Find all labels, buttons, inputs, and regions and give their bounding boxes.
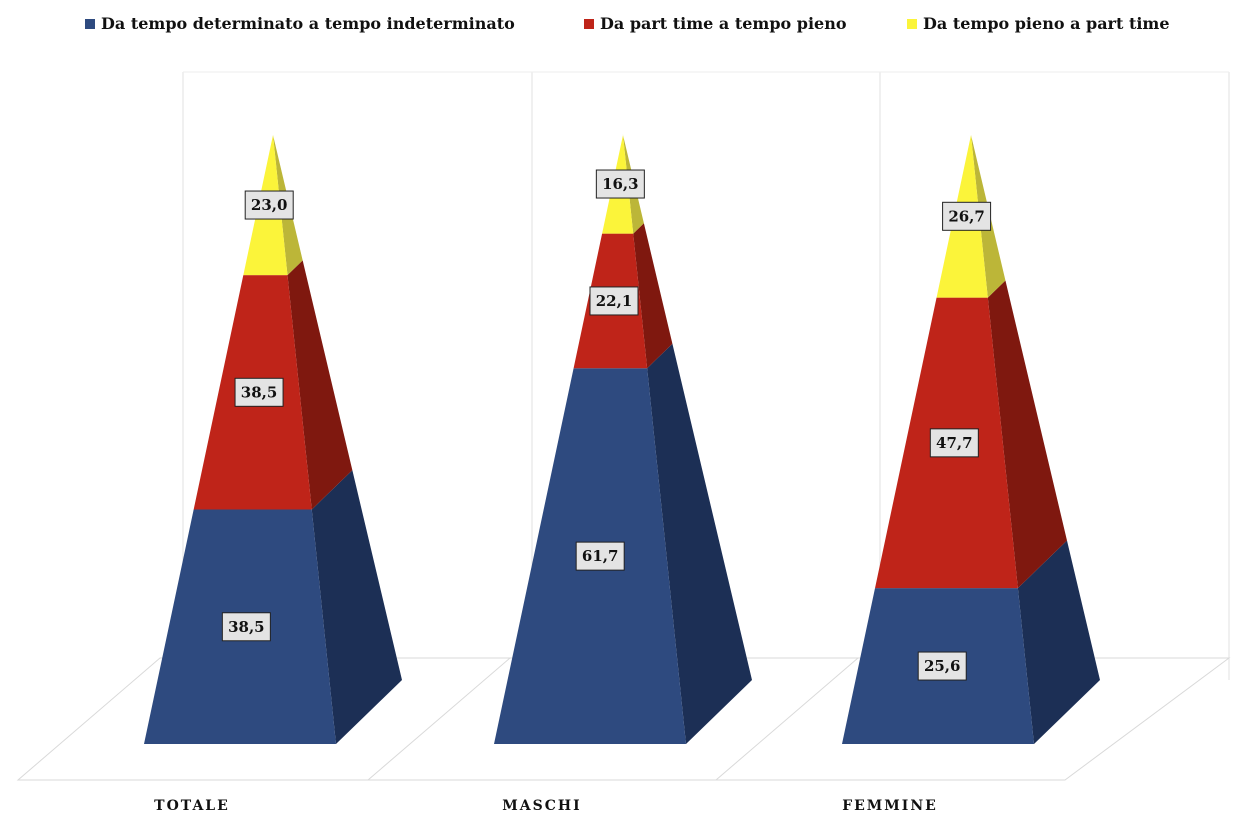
data-label: 47,7 (929, 428, 979, 458)
data-label: 16,3 (595, 169, 645, 199)
pyramid-side-segment (311, 470, 402, 744)
data-label-text: 16,3 (602, 175, 639, 193)
legend-label-series-1: Da tempo determinato a tempo indetermina… (101, 14, 515, 33)
data-label-text: 38,5 (228, 618, 265, 636)
legend-label-series-3: Da tempo pieno a part time (923, 14, 1170, 33)
floor-divider-line (715, 657, 859, 781)
pyramid-side-segment (1017, 540, 1100, 744)
data-label-box (917, 651, 967, 681)
data-label: 23,0 (244, 190, 294, 220)
data-label-box (244, 190, 294, 220)
data-label-box (942, 201, 992, 231)
data-label-box (595, 169, 645, 199)
legend-item-series-1: Da tempo determinato a tempo indetermina… (85, 14, 515, 33)
data-label-text: 47,7 (936, 434, 973, 452)
floor-divider-line (367, 657, 511, 781)
legend: Da tempo determinato a tempo indetermina… (0, 14, 1256, 44)
pyramid-side-segment (987, 280, 1067, 589)
legend-swatch-series-3 (907, 18, 917, 29)
data-label-text: 23,0 (251, 196, 288, 214)
data-label-box (929, 428, 979, 458)
pyramid-side-segment (647, 343, 752, 744)
data-label-text: 38,5 (241, 383, 278, 401)
legend-item-series-3: Da tempo pieno a part time (907, 14, 1170, 33)
data-label-box (575, 541, 625, 571)
chart-category-labels: TOTALE MASCHI FEMMINE (154, 798, 938, 814)
category-label: TOTALE (154, 798, 230, 814)
data-label: 38,5 (221, 612, 271, 642)
pyramid-side-segment (287, 260, 353, 510)
legend-label-series-2: Da part time a tempo pieno (600, 14, 847, 33)
data-label-text: 61,7 (582, 547, 619, 565)
data-label-text: 25,6 (924, 657, 961, 675)
data-label-text: 22,1 (596, 292, 633, 310)
data-label-text: 26,7 (948, 207, 985, 225)
data-label: 25,6 (917, 651, 967, 681)
data-label-box (221, 612, 271, 642)
data-label: 38,5 (234, 377, 284, 407)
category-label: FEMMINE (842, 798, 938, 814)
chart-data-labels: 38,5 38,5 23,0 61,7 22,1 16,3 25,6 47,7 26,7 (221, 169, 992, 681)
data-label: 61,7 (575, 541, 625, 571)
legend-swatch-series-1 (85, 18, 95, 29)
data-label: 26,7 (942, 201, 992, 231)
data-label: 22,1 (589, 286, 639, 316)
data-label-box (234, 377, 284, 407)
legend-swatch-series-2 (584, 18, 594, 29)
legend-item-series-2: Da part time a tempo pieno (584, 14, 847, 33)
data-label-box (589, 286, 639, 316)
category-label: MASCHI (502, 798, 581, 814)
pyramid-side-segment (633, 223, 673, 369)
